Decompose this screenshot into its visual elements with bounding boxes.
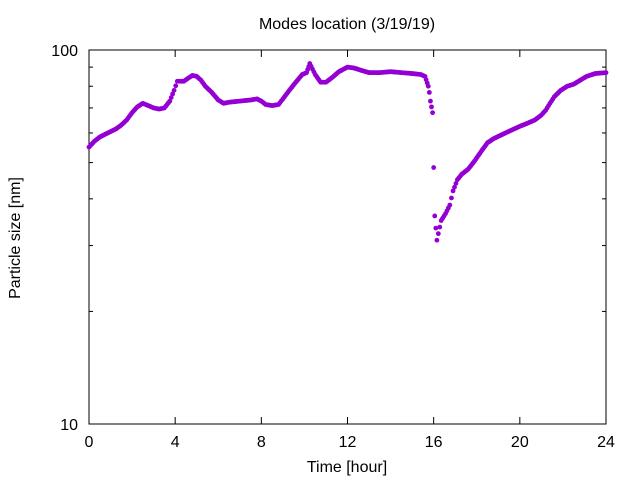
axis-ticks bbox=[88, 50, 607, 424]
data-point-262 bbox=[433, 225, 439, 231]
chart-title: Modes location (3/19/19) bbox=[259, 16, 435, 33]
data-point-61 bbox=[168, 95, 174, 100]
x-tick-label: 0 bbox=[85, 434, 94, 451]
data-point-276 bbox=[453, 181, 459, 186]
data-point-274 bbox=[450, 188, 456, 194]
data-point-255 bbox=[425, 83, 431, 89]
y-axis-label: Particle size [nm] bbox=[7, 177, 24, 299]
data-point-275 bbox=[452, 184, 457, 190]
data-point-64 bbox=[173, 83, 179, 89]
x-tick-label: 8 bbox=[257, 434, 266, 451]
data-points bbox=[86, 61, 609, 243]
x-tick-label: 20 bbox=[511, 434, 529, 451]
data-point-256 bbox=[426, 90, 432, 95]
data-point-272 bbox=[447, 202, 453, 208]
data-point-261 bbox=[432, 213, 438, 219]
y-tick-label: 100 bbox=[51, 43, 78, 60]
data-point-260 bbox=[431, 165, 437, 170]
x-axis-label: Time [hour] bbox=[307, 459, 387, 476]
data-point-273 bbox=[449, 195, 454, 201]
x-tick-label: 4 bbox=[171, 434, 180, 451]
y-tick-label: 10 bbox=[60, 417, 78, 434]
axis-tick-labels: 0 4 8 12 16 20 24 10 100 bbox=[51, 43, 615, 451]
data-point-60 bbox=[167, 98, 173, 104]
data-point-264 bbox=[435, 231, 441, 237]
data-point-392 bbox=[603, 70, 609, 76]
data-point-257 bbox=[428, 98, 433, 104]
x-tick-label: 16 bbox=[425, 434, 443, 451]
x-tick-label: 12 bbox=[339, 434, 357, 451]
data-point-63 bbox=[171, 87, 177, 93]
data-point-258 bbox=[429, 104, 434, 110]
data-point-263 bbox=[434, 237, 440, 243]
x-tick-label: 24 bbox=[597, 434, 615, 451]
data-point-259 bbox=[430, 110, 435, 116]
data-point-265 bbox=[437, 224, 443, 230]
